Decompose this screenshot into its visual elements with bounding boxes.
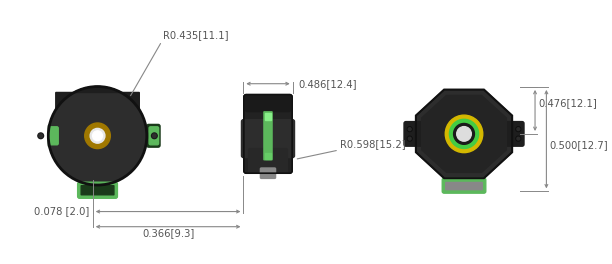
Circle shape <box>84 123 110 149</box>
FancyBboxPatch shape <box>149 127 159 145</box>
FancyBboxPatch shape <box>78 182 118 198</box>
Circle shape <box>39 134 42 138</box>
Text: 0.486[12.4]: 0.486[12.4] <box>298 79 357 89</box>
FancyBboxPatch shape <box>261 168 275 178</box>
Bar <box>265 153 271 159</box>
FancyBboxPatch shape <box>404 122 423 146</box>
FancyBboxPatch shape <box>246 96 290 112</box>
Circle shape <box>516 136 521 141</box>
Polygon shape <box>56 87 140 110</box>
Circle shape <box>152 134 156 138</box>
Circle shape <box>516 127 521 131</box>
Polygon shape <box>422 95 506 172</box>
Circle shape <box>453 124 474 144</box>
FancyBboxPatch shape <box>81 186 114 195</box>
FancyBboxPatch shape <box>248 149 288 172</box>
FancyBboxPatch shape <box>242 120 294 158</box>
Circle shape <box>90 128 105 143</box>
Circle shape <box>446 115 483 153</box>
Circle shape <box>408 128 411 131</box>
Text: 0.476[12.1]: 0.476[12.1] <box>538 98 597 108</box>
Circle shape <box>449 119 479 148</box>
Circle shape <box>408 136 412 141</box>
Circle shape <box>408 137 411 140</box>
FancyBboxPatch shape <box>442 178 486 193</box>
Bar <box>265 113 271 120</box>
Text: R0.598[15.2]: R0.598[15.2] <box>340 139 406 149</box>
Circle shape <box>92 131 102 141</box>
FancyBboxPatch shape <box>505 122 524 146</box>
FancyBboxPatch shape <box>244 95 292 173</box>
Text: R0.435[11.1]: R0.435[11.1] <box>163 30 228 40</box>
Text: 0.366[9.3]: 0.366[9.3] <box>142 228 194 238</box>
FancyBboxPatch shape <box>147 124 160 147</box>
Circle shape <box>48 87 147 185</box>
FancyBboxPatch shape <box>264 112 272 160</box>
Text: 0.500[12.7]: 0.500[12.7] <box>549 140 608 150</box>
Circle shape <box>517 128 520 131</box>
Circle shape <box>517 137 520 140</box>
Polygon shape <box>416 89 512 178</box>
FancyBboxPatch shape <box>48 124 62 147</box>
Circle shape <box>38 133 43 139</box>
Circle shape <box>152 133 157 139</box>
FancyBboxPatch shape <box>49 127 58 145</box>
FancyBboxPatch shape <box>446 182 482 190</box>
Circle shape <box>408 127 412 131</box>
Circle shape <box>457 127 471 141</box>
Text: 0.078 [2.0]: 0.078 [2.0] <box>34 206 89 216</box>
